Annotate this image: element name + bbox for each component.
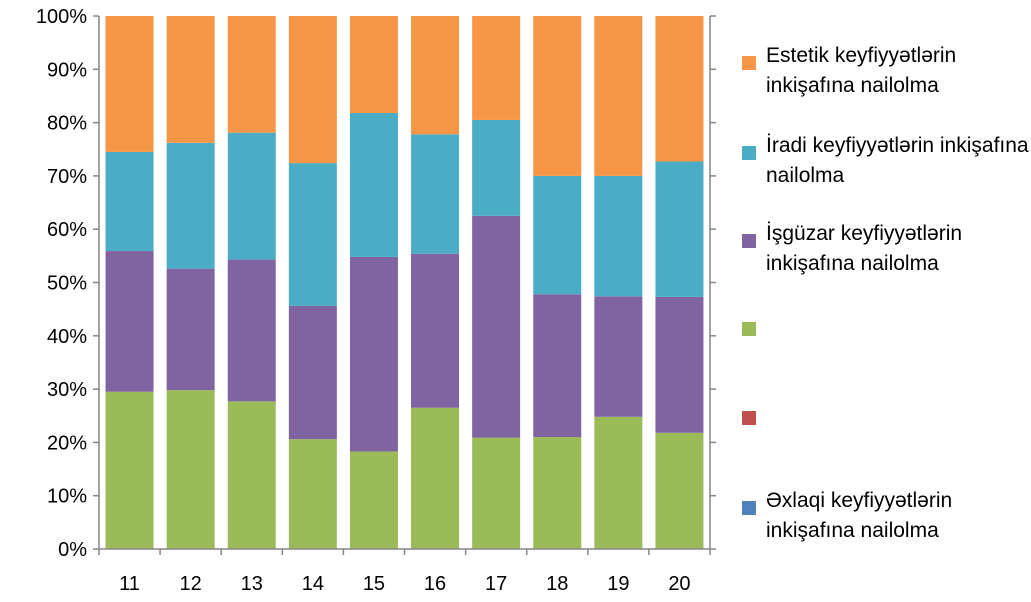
bar-segment-series3-cat-18 bbox=[533, 294, 582, 438]
bars-group bbox=[105, 16, 704, 549]
bar-segment-series5-cat-14 bbox=[288, 16, 337, 164]
bar-segment-series5-cat-19 bbox=[594, 16, 643, 176]
y-tick-label: 90% bbox=[47, 59, 87, 81]
x-tick-label: 12 bbox=[180, 573, 202, 595]
bar-segment-series2-cat-17 bbox=[472, 437, 521, 549]
bar-segment-series3-cat-19 bbox=[594, 296, 643, 417]
y-tick-label: 30% bbox=[47, 379, 87, 401]
bar-segment-series5-cat-17 bbox=[472, 16, 521, 120]
bar-segment-series2-cat-18 bbox=[533, 437, 582, 549]
bar-segment-series3-cat-12 bbox=[166, 268, 215, 391]
bar-segment-series3-cat-17 bbox=[472, 215, 521, 438]
legend-swatch bbox=[742, 411, 756, 425]
x-tick-label: 18 bbox=[546, 573, 568, 595]
y-tick-label: 50% bbox=[47, 273, 87, 295]
legend-label: İşgüzar keyfiyyətlərin inkişafına nailol… bbox=[766, 222, 963, 275]
bar-segment-series3-cat-14 bbox=[288, 305, 337, 440]
y-tick-label: 40% bbox=[47, 326, 87, 348]
legend-swatch bbox=[742, 56, 756, 70]
bar-segment-series4-cat-17 bbox=[472, 119, 521, 216]
bar-segment-series4-cat-14 bbox=[288, 163, 337, 306]
bar-segment-series4-cat-18 bbox=[533, 175, 582, 295]
bar-segment-series5-cat-13 bbox=[227, 16, 276, 133]
bar-segment-series4-cat-15 bbox=[349, 113, 398, 257]
x-tick-label: 15 bbox=[363, 573, 385, 595]
y-tick-label: 20% bbox=[47, 432, 87, 454]
bar-segment-series4-cat-12 bbox=[166, 142, 215, 269]
bar-segment-series4-cat-20 bbox=[655, 161, 704, 297]
bar-segment-series5-cat-12 bbox=[166, 16, 215, 143]
bar-segment-series5-cat-20 bbox=[655, 16, 704, 162]
bar-segment-series2-cat-11 bbox=[105, 391, 154, 549]
x-tick-label: 11 bbox=[119, 573, 140, 595]
legend-swatch bbox=[742, 146, 756, 160]
y-tick-label: 70% bbox=[47, 166, 87, 188]
legend-swatch bbox=[742, 234, 756, 248]
y-tick-label: 0% bbox=[58, 539, 87, 561]
legend-label: Əxlaqi keyfiyyətlərin inkişafına nailolm… bbox=[766, 489, 953, 542]
bar-segment-series2-cat-16 bbox=[411, 407, 460, 549]
bar-segment-series2-cat-15 bbox=[349, 451, 398, 549]
bar-segment-series3-cat-13 bbox=[227, 259, 276, 402]
y-tick-label: 10% bbox=[47, 486, 87, 508]
x-tick-label: 14 bbox=[302, 573, 324, 595]
bar-segment-series4-cat-11 bbox=[105, 151, 154, 252]
x-tick-label: 16 bbox=[424, 573, 446, 595]
y-tick-label: 100% bbox=[36, 6, 87, 28]
bar-segment-series2-cat-13 bbox=[227, 401, 276, 549]
bar-segment-series2-cat-20 bbox=[655, 432, 704, 549]
bar-segment-series4-cat-16 bbox=[411, 134, 460, 254]
legend-swatch bbox=[742, 501, 756, 515]
x-tick-label: 19 bbox=[607, 573, 629, 595]
bar-segment-series4-cat-13 bbox=[227, 132, 276, 260]
x-tick-label: 20 bbox=[668, 573, 690, 595]
chart-legend: Estetik keyfiyyətlərin inkişafına nailol… bbox=[742, 0, 1031, 602]
x-tick-label: 13 bbox=[241, 573, 263, 595]
legend-swatch bbox=[742, 322, 756, 336]
x-tick-label: 17 bbox=[485, 573, 507, 595]
y-tick-label: 60% bbox=[47, 219, 87, 241]
bar-segment-series5-cat-15 bbox=[349, 16, 398, 114]
stacked-bar-chart: 0% 10% 20% 30% 40% 50% 60% 70% 80% 90% 100% 11 12 13 1… bbox=[36, 6, 716, 595]
bar-segment-series3-cat-11 bbox=[105, 251, 154, 392]
bar-segment-series5-cat-18 bbox=[533, 16, 582, 176]
legend-label: İradi keyfiyyətlərin inkişafına nailolma bbox=[766, 134, 1029, 187]
bar-segment-series2-cat-12 bbox=[166, 390, 215, 549]
bar-segment-series2-cat-19 bbox=[594, 416, 643, 549]
bar-segment-series5-cat-16 bbox=[411, 16, 460, 135]
bar-segment-series3-cat-16 bbox=[411, 253, 460, 408]
y-tick-label: 80% bbox=[47, 113, 87, 135]
bar-segment-series3-cat-15 bbox=[349, 256, 398, 452]
axes-group: 0% 10% 20% 30% 40% 50% 60% 70% 80% 90% 100% 11 12 13 1… bbox=[36, 6, 716, 595]
bar-segment-series2-cat-14 bbox=[288, 439, 337, 549]
bar-segment-series3-cat-20 bbox=[655, 296, 704, 433]
legend-label: Estetik keyfiyyətlərin inkişafına nailol… bbox=[766, 44, 957, 97]
bar-segment-series4-cat-19 bbox=[594, 175, 643, 297]
bar-segment-series5-cat-11 bbox=[105, 16, 154, 152]
